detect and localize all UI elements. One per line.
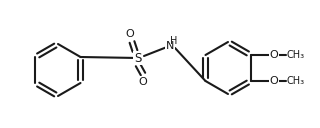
- Text: O: O: [269, 50, 278, 60]
- Text: O: O: [126, 29, 134, 39]
- Text: O: O: [139, 77, 148, 87]
- Text: CH₃: CH₃: [286, 76, 305, 86]
- Text: CH₃: CH₃: [286, 50, 305, 60]
- Text: O: O: [269, 76, 278, 86]
- Text: H: H: [170, 36, 178, 46]
- Text: N: N: [166, 41, 174, 51]
- Text: S: S: [134, 51, 142, 65]
